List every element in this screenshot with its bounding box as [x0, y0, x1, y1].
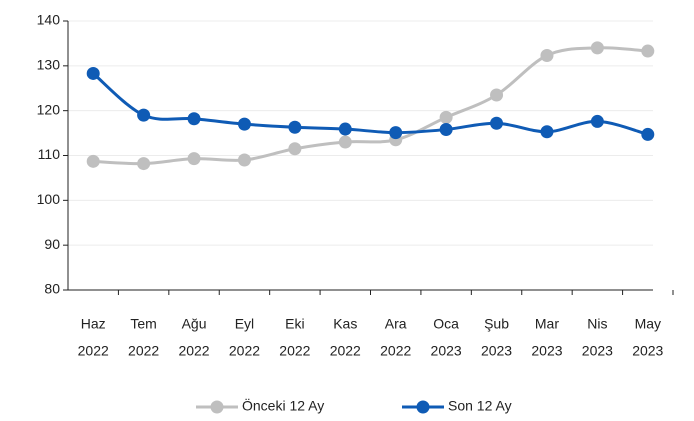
x-tick-label: 2022 [229, 343, 260, 359]
y-tick-label: 110 [38, 146, 61, 162]
x-tick-label: Eyl [235, 316, 254, 332]
x-tick-label: Nis [587, 316, 607, 332]
x-tick-label: 2022 [128, 343, 159, 359]
x-tick-label: 2023 [431, 343, 462, 359]
point [86, 66, 100, 80]
x-tick-label: 2023 [582, 343, 613, 359]
x-tick-label: 2023 [632, 343, 663, 359]
point [590, 41, 604, 55]
x-tick-label: Haz [81, 316, 106, 332]
x-tick-label: Oca [433, 316, 459, 332]
point [540, 49, 554, 63]
legend-label: Önceki 12 Ay [242, 397, 324, 414]
series-line [93, 46, 648, 166]
point [641, 44, 655, 58]
x-tick-label: 2022 [178, 343, 209, 359]
x-tick-label: May [635, 316, 661, 332]
point [137, 157, 151, 171]
x-tick-label: 2023 [531, 343, 562, 359]
x-tick-label: Ara [385, 316, 407, 332]
y-tick-label: 80 [44, 281, 60, 297]
point [187, 112, 201, 126]
legend-marker [416, 400, 430, 414]
point [338, 135, 352, 149]
x-tick-label: Ağu [182, 316, 207, 332]
point [641, 127, 655, 141]
point [389, 126, 403, 140]
point [439, 122, 453, 136]
point [439, 110, 453, 124]
y-tick-label: 140 [37, 12, 61, 28]
x-tick-label: Tem [130, 316, 156, 332]
point [590, 114, 604, 128]
x-tick-label: Şub [484, 316, 509, 332]
point [187, 152, 201, 166]
point [540, 125, 554, 139]
point [288, 142, 302, 156]
x-tick-label: 2023 [481, 343, 512, 359]
x-tick-label: 2022 [78, 343, 109, 359]
x-tick-label: Mar [535, 316, 559, 332]
series-line [92, 72, 649, 136]
legend-marker [210, 400, 224, 414]
x-tick-label: Kas [333, 316, 357, 332]
point [490, 116, 504, 130]
point [237, 153, 251, 167]
point [338, 122, 352, 136]
x-tick-label: 2022 [330, 343, 361, 359]
point [86, 154, 100, 168]
legend-label: Son 12 Ay [448, 398, 512, 414]
point [288, 120, 302, 134]
point [490, 88, 504, 102]
y-tick-label: 120 [37, 101, 61, 117]
x-tick-label: 2022 [279, 343, 310, 359]
x-tick-label: Eki [285, 316, 304, 332]
x-tick-label: 2022 [380, 343, 411, 359]
y-tick-label: 90 [44, 236, 60, 252]
y-tick-label: 100 [37, 191, 61, 207]
y-tick-label: 130 [37, 57, 61, 73]
point [137, 108, 151, 122]
point [237, 117, 251, 131]
